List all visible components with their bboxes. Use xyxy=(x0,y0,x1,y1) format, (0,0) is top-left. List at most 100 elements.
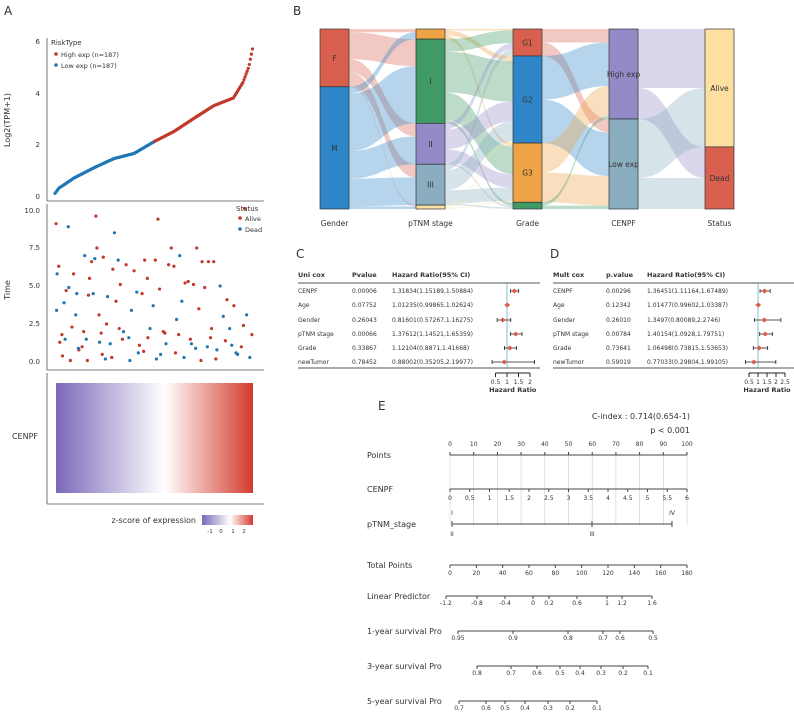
row-pvalue: 0.59019 xyxy=(606,359,631,366)
table-header: Hazard Ratio(95% CI) xyxy=(647,271,725,279)
scatter-point xyxy=(199,358,203,363)
scatter-point xyxy=(225,298,229,302)
scale-tick-label: 0.2 xyxy=(544,600,554,607)
row-name: Gender xyxy=(298,317,321,324)
scatter-point xyxy=(60,333,64,337)
table-header: Pvalue xyxy=(352,271,377,279)
x-tick-label: 0.5 xyxy=(491,379,501,386)
curve-point xyxy=(249,52,254,56)
sankey-node xyxy=(415,204,446,210)
scatter-point xyxy=(75,292,79,296)
scale-tick-label: 90 xyxy=(659,441,667,448)
scatter-point xyxy=(135,290,139,294)
legend-label-alive: Alive xyxy=(245,215,261,223)
x-tick-label: 2.5 xyxy=(780,379,790,386)
scale-tick-label: 0.6 xyxy=(572,600,582,607)
scale-label: 3-year survival Pro xyxy=(367,662,442,671)
y-tick: 5.0 xyxy=(29,282,40,290)
row-name: CENPF xyxy=(553,288,573,295)
curve-point xyxy=(245,69,249,73)
row-hr: 1.37612(1.14521,1.65359) xyxy=(392,331,473,338)
scatter-point xyxy=(76,346,80,350)
expression-curve-plot: Log2(TPM+1) 0 2 4 6 RiskType High exp (n… xyxy=(3,38,264,202)
sankey-node-label: F xyxy=(332,54,336,63)
sankey-flow xyxy=(445,120,513,206)
y-tick: 10.0 xyxy=(24,207,40,215)
scale-tick-label: 0.4 xyxy=(520,705,530,712)
row-hr: 1.36451(1.11164,1.67489) xyxy=(647,288,728,295)
hr-point xyxy=(761,317,768,323)
scatter-point xyxy=(127,336,131,340)
scatter-point xyxy=(203,285,207,290)
scale-tick-label: 100 xyxy=(576,570,588,577)
scale-tick-label: 4 xyxy=(606,495,610,502)
sankey-node xyxy=(319,28,350,88)
y-tick: 4 xyxy=(36,90,41,98)
scale-tick-label: 1.6 xyxy=(647,600,657,607)
scatter-point xyxy=(85,358,89,363)
scatter-point xyxy=(55,272,59,276)
hr-point xyxy=(755,302,762,308)
sankey-node-label: Dead xyxy=(710,174,730,183)
row-name: pTNM stage xyxy=(298,331,334,338)
scatter-point xyxy=(250,333,254,337)
scale-tick-label: 20 xyxy=(494,441,502,448)
sankey-node xyxy=(319,86,350,210)
x-tick-label: 2 xyxy=(528,379,532,386)
scatter-point xyxy=(63,337,67,341)
sankey-node-label: II xyxy=(428,140,432,149)
row-hr: 1.06498(0.73815,1.53653) xyxy=(647,345,728,352)
scale-tick-label: 0.5 xyxy=(500,705,510,712)
scatter-point xyxy=(234,351,238,355)
hr-point xyxy=(511,288,518,294)
panel-label-e: E xyxy=(378,399,386,413)
sankey-node xyxy=(608,28,639,120)
scatter-point xyxy=(129,308,134,312)
sankey-flow xyxy=(445,55,513,206)
scatter-point xyxy=(99,331,103,335)
scatter-point xyxy=(70,325,74,329)
colorbar-tick: 1 xyxy=(231,529,235,535)
scatter-point xyxy=(87,276,92,280)
scatter-point xyxy=(121,330,126,334)
scale-tick-label: 0.2 xyxy=(565,705,575,712)
scatter-point xyxy=(177,333,181,337)
sankey-flow xyxy=(445,200,513,209)
scatter-point xyxy=(95,246,99,250)
curve-point xyxy=(243,75,247,79)
sankey-flow xyxy=(349,85,416,207)
scatter-point xyxy=(174,317,179,322)
scale-tick-label: 1.2 xyxy=(617,600,627,607)
scatter-point xyxy=(248,355,252,360)
scale-tick-label: 3 xyxy=(567,495,571,502)
scale-tick-label: 6 xyxy=(685,495,689,502)
scatter-point xyxy=(178,254,182,258)
scatter-point xyxy=(214,357,218,361)
scatter-point xyxy=(166,263,171,267)
x-tick-label: 2 xyxy=(774,379,778,386)
sankey-node-label: G3 xyxy=(522,169,533,178)
sankey-node xyxy=(415,163,446,206)
scale-tick-label: 1 xyxy=(488,495,492,502)
scale-tick-label: 20 xyxy=(473,570,481,577)
row-name: Age xyxy=(298,302,310,309)
row-pvalue: 0.78452 xyxy=(352,359,377,366)
scatter-point xyxy=(194,346,198,350)
scatter-point xyxy=(57,264,61,268)
scatter-point xyxy=(64,288,68,293)
scatter-point xyxy=(118,282,122,287)
colorbar-title: z-score of expression xyxy=(111,516,196,525)
scale-tick-label: -0.8 xyxy=(471,600,483,607)
curve-point xyxy=(244,72,248,76)
row-pvalue: 0.26010 xyxy=(606,317,631,324)
sankey-flow xyxy=(445,92,513,175)
sankey-flow xyxy=(349,177,416,207)
table-header: Mult cox xyxy=(553,271,585,279)
sankey-flow xyxy=(542,205,609,209)
scatter-point xyxy=(200,260,204,264)
sankey-node xyxy=(512,55,543,144)
nomogram: C-index : 0.714(0.654-1) p < 0.001 Point… xyxy=(366,412,693,712)
row-name: newTumor xyxy=(553,359,584,366)
